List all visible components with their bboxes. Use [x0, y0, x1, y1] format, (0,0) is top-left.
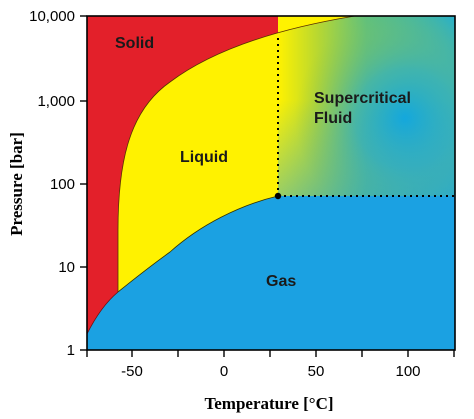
melting-curve [117, 16, 356, 292]
x-tick-label: 0 [220, 363, 228, 380]
liquid-region [118, 16, 355, 292]
plot-frame [86, 15, 456, 351]
y-axis-ticks [80, 15, 87, 351]
y-tick-label: 100 [50, 176, 75, 193]
supercritical-label: Supercritical [314, 90, 411, 107]
vaporization-curve [117, 195, 279, 293]
sublimation-curve [87, 291, 119, 335]
x-tick-label: 100 [395, 363, 420, 380]
y-tick-label: 1,000 [37, 93, 75, 110]
supercritical-lower-tint [278, 16, 455, 196]
x-tick-label: -50 [121, 363, 143, 380]
y-tick-label: 1 [67, 342, 75, 359]
y-tick-label: 10,000 [29, 8, 75, 25]
critical-point-marker [274, 192, 282, 200]
solid-label: Solid [115, 35, 154, 52]
x-axis-ticks [86, 350, 455, 357]
x-axis-title: Temperature [°C] [204, 394, 333, 413]
gas-region [87, 196, 455, 350]
y-tick-label: 10 [58, 259, 75, 276]
x-tick-label: 50 [308, 363, 325, 380]
fluid-label: Fluid [314, 110, 352, 127]
gas-label: Gas [266, 273, 296, 290]
liquid-label: Liquid [180, 149, 228, 166]
y-axis-title: Pressure [bar] [7, 132, 26, 236]
